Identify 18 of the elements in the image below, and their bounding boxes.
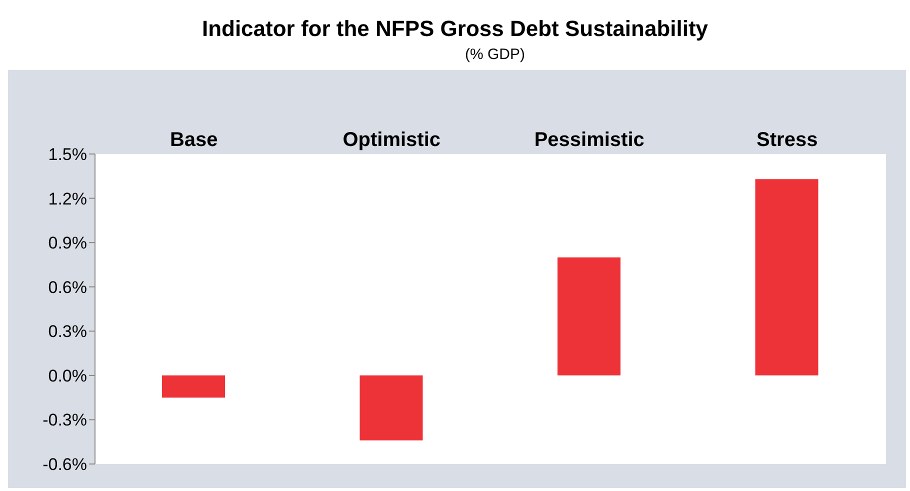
chart-title: Indicator for the NFPS Gross Debt Sustainability: [200, 16, 710, 42]
chart-subtitle: (% GDP): [464, 46, 526, 63]
bar: [558, 257, 620, 376]
x-tick-label: Stress: [756, 129, 818, 151]
y-tick-label: 0.0%: [48, 366, 87, 386]
bar: [360, 375, 423, 440]
y-tick-label: -0.6%: [42, 455, 87, 474]
y-tick-label: -0.3%: [42, 410, 87, 430]
y-tick-label: 0.3%: [48, 322, 87, 342]
x-tick-label: Pessimistic: [534, 129, 644, 151]
x-tick-label: Optimistic: [342, 129, 441, 151]
y-tick-label: 1.2%: [48, 189, 87, 208]
x-tick-label: Base: [170, 129, 218, 151]
bar: [162, 375, 225, 398]
y-tick-label: 0.6%: [48, 278, 87, 297]
y-tick-label: 0.9%: [48, 234, 87, 253]
bar: [755, 179, 818, 376]
y-tick-label: 1.5%: [48, 145, 87, 164]
